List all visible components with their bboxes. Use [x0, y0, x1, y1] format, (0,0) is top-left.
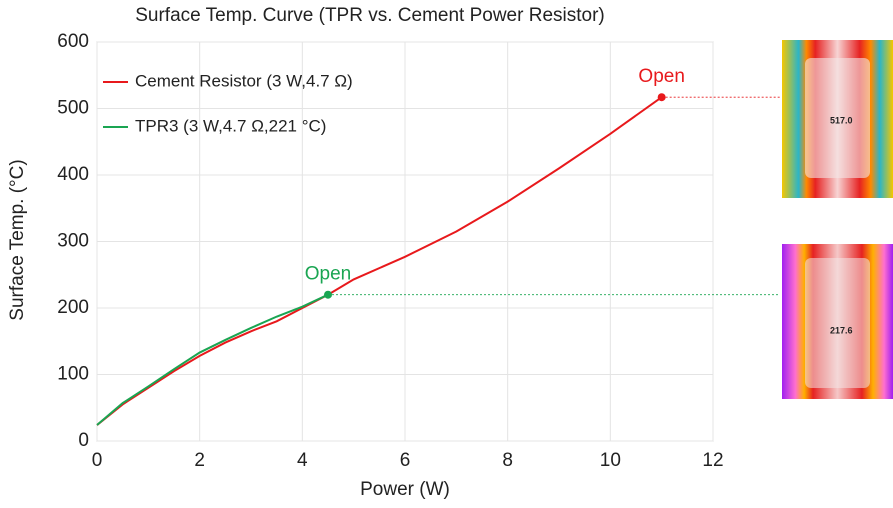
thermal-label: 217.6: [830, 325, 853, 335]
x-tick-label: 8: [502, 450, 513, 471]
y-tick-label: 300: [57, 231, 89, 252]
x-axis-label: Power (W): [360, 479, 450, 500]
y-tick-label: 500: [57, 98, 89, 119]
chart-title: Surface Temp. Curve (TPR vs. Cement Powe…: [135, 5, 605, 26]
x-tick-label: 2: [194, 450, 205, 471]
x-tick-label: 12: [702, 450, 723, 471]
thermal-label: 517.0: [830, 115, 853, 125]
y-tick-label: 200: [57, 297, 89, 318]
x-tick-label: 4: [297, 450, 308, 471]
y-tick-label: 0: [78, 430, 89, 451]
x-tick-label: 10: [600, 450, 621, 471]
x-tick-label: 0: [92, 450, 103, 471]
end-label: Open: [305, 264, 351, 285]
thermal-image: 217.6: [782, 244, 893, 399]
end-point: [324, 291, 332, 299]
y-tick-label: 600: [57, 31, 89, 52]
legend-label: Cement Resistor (3 W,4.7 Ω): [135, 71, 353, 90]
end-point: [658, 93, 666, 101]
series-line: [97, 295, 328, 425]
series-line: [97, 97, 662, 425]
chart: Surface Temp. Curve (TPR vs. Cement Powe…: [0, 0, 893, 503]
y-tick-label: 100: [57, 364, 89, 385]
end-label: Open: [638, 66, 684, 87]
thermal-body: [805, 258, 870, 388]
thermal-image: 517.0: [782, 40, 893, 198]
y-axis-label: Surface Temp. (°C): [7, 159, 28, 320]
legend-label: TPR3 (3 W,4.7 Ω,221 °C): [135, 116, 326, 135]
y-tick-label: 400: [57, 164, 89, 185]
page: Surface Temp. Curve (TPR vs. Cement Powe…: [0, 0, 893, 508]
x-tick-label: 6: [400, 450, 411, 471]
